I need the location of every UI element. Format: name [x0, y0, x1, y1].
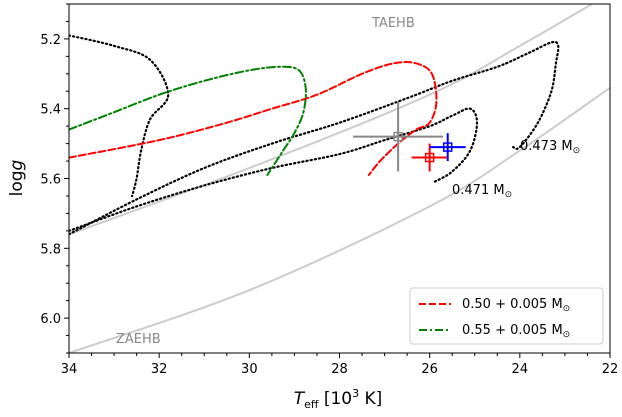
x-axis-label-sub: eff: [304, 398, 319, 411]
legend-sun-050: ⊙: [563, 304, 571, 314]
legend-label-055: 0.55 + 0.005 M⊙: [462, 323, 570, 340]
annotation-zaehb: ZAEHB: [116, 332, 161, 347]
x-axis-label: Teff [103 K]: [294, 387, 383, 411]
x-axis-label-sup: 3: [352, 387, 359, 400]
y-tick-label: 5.2: [40, 33, 61, 48]
reference-lines: [69, 4, 610, 353]
legend-text-055: 0.55 + 0.005 M: [462, 323, 563, 338]
reference-line-zaehb: [69, 86, 610, 353]
x-tick-label: 24: [512, 362, 529, 377]
data-point-gray: [353, 101, 444, 172]
y-axis-label: logg: [7, 159, 27, 196]
data-point-red: [411, 143, 448, 172]
y-axis-label-log: log: [7, 170, 27, 196]
legend-box: [409, 287, 604, 345]
annotation-mass-471: 0.471 M⊙: [452, 183, 512, 200]
x-tick-label: 22: [602, 362, 619, 377]
y-ticks: 5.2 5.4 5.6 5.8 6.0: [40, 3, 69, 354]
series-line-1: [69, 107, 479, 232]
series-line-4: [69, 65, 307, 176]
y-tick-label: 5.6: [40, 173, 61, 188]
x-tick-label: 26: [421, 362, 438, 377]
mass-471-sun: ⊙: [505, 190, 513, 200]
legend-label-050: 0.50 + 0.005 M⊙: [462, 297, 570, 314]
track-curves: [69, 34, 560, 236]
marker-gray: [393, 131, 403, 142]
series-line-3: [69, 61, 438, 176]
y-tick-label: 6.0: [40, 312, 61, 327]
data-points: [353, 101, 466, 172]
x-tick-label: 30: [241, 362, 258, 377]
y-axis-label-g: g: [7, 159, 27, 170]
x-ticks: 34 32 30 28 26 24 22: [61, 353, 619, 377]
annotation-mass-473: 0.473 M⊙: [520, 139, 580, 156]
annotation-taehb: TAEHB: [371, 16, 415, 31]
legend-sun-055: ⊙: [563, 330, 571, 340]
series-line-2: [69, 34, 170, 198]
x-tick-label: 32: [151, 362, 168, 377]
reference-line-taehb: [69, 4, 593, 236]
marker-red: [424, 152, 435, 163]
series-line-0: [69, 40, 560, 236]
x-tick-label: 34: [61, 362, 78, 377]
x-tick-label: 28: [331, 362, 348, 377]
data-point-blue: [429, 133, 466, 162]
legend-text-050: 0.50 + 0.005 M: [462, 297, 563, 312]
y-tick-label: 5.8: [40, 242, 61, 257]
legend: 0.50 + 0.005 M⊙ 0.55 + 0.005 M⊙: [409, 287, 604, 345]
marker-blue: [442, 142, 453, 152]
x-axis-label-end: K]: [359, 389, 382, 409]
mass-471-label: 0.471 M: [452, 183, 505, 198]
mass-473-label: 0.473 M: [520, 139, 573, 154]
y-tick-label: 5.4: [40, 103, 61, 118]
x-axis-label-mid: [10: [318, 389, 352, 409]
x-axis-label-t: T: [294, 389, 306, 409]
mass-473-sun: ⊙: [573, 146, 581, 156]
